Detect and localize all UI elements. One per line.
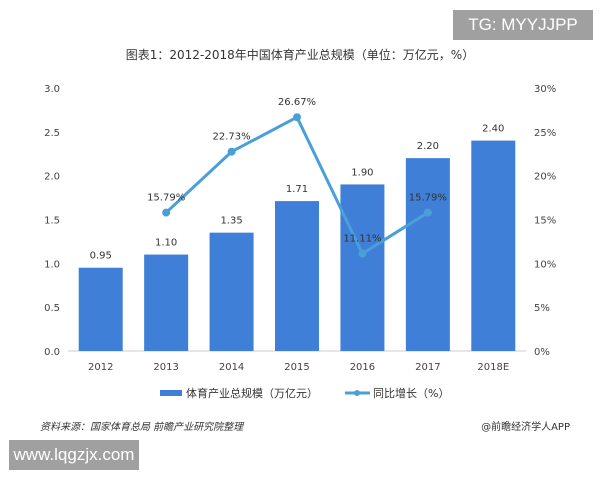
bar-label: 0.95 [90,251,112,262]
bar [405,158,450,351]
y-right-tick: 0% [534,347,550,358]
y-left-tick: 1.0 [44,259,60,270]
bar [144,254,189,351]
y-right-tick: 15% [534,216,556,227]
brand-note: @前瞻经济学人APP [481,422,570,433]
legend-line-label: 同比增长（%） [373,386,449,400]
growth-point [358,249,367,258]
growth-label: 26.67% [278,97,316,108]
y-left-tick: 2.0 [44,172,60,183]
bar [209,232,254,351]
growth-label: 15.79% [147,193,185,204]
bar-label: 2.20 [417,141,439,152]
growth-label: 15.79% [409,193,447,204]
x-tick: 2018E [477,362,509,373]
bar [340,184,385,351]
y-right-tick: 10% [534,259,556,270]
y-left-tick: 3.0 [44,84,60,95]
y-right-tick: 5% [534,303,550,314]
y-left-tick: 0.5 [44,303,60,314]
watermark-bottom: www.lqgzjx.com [9,440,139,470]
watermark-top: TG: MYYJJPP [453,10,593,40]
x-tick: 2012 [88,362,113,373]
y-left-tick: 0.0 [44,347,60,358]
bar-label: 1.10 [155,238,177,249]
growth-label: 11.11% [343,234,381,245]
x-tick: 2014 [219,362,244,373]
bar [471,140,516,351]
growth-point [227,147,236,156]
y-right-tick: 20% [534,172,556,183]
y-right-tick: 25% [534,128,556,139]
bar-label: 2.40 [482,124,504,135]
bar-label: 1.90 [351,167,373,178]
growth-label: 22.73% [213,132,251,143]
bar [275,201,319,351]
source-note: 资料来源：国家体育总局 前瞻产业研究院整理 [40,422,244,433]
y-right-tick: 30% [534,84,556,95]
legend-line-marker [354,390,360,396]
x-tick: 2015 [284,362,309,373]
x-tick: 2017 [415,362,440,373]
growth-point [423,208,432,217]
legend-bar-label: 体育产业总规模（万亿元） [186,386,318,400]
y-left-tick: 2.5 [44,128,60,139]
bar [78,267,123,351]
bar-label: 1.35 [220,216,242,227]
chart-title: 图表1：2012-2018年中国体育产业总规模（单位：万亿元，%） [125,48,475,62]
bar-label: 1.71 [286,184,308,195]
x-tick: 2016 [350,362,375,373]
growth-point [162,208,171,217]
x-tick: 2013 [153,362,178,373]
y-left-tick: 1.5 [44,216,60,227]
legend-bar-swatch [160,390,182,396]
growth-point [293,113,301,122]
